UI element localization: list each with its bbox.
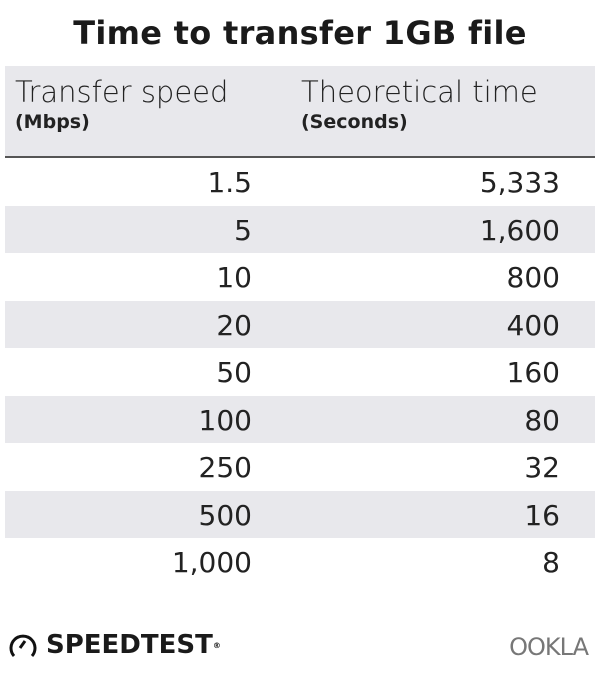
time-cell: 1,600	[479, 213, 560, 247]
time-cell: 160	[506, 356, 560, 389]
table-row: 5 1,600	[5, 205, 595, 253]
ookla-logo: OOKLA	[509, 633, 589, 661]
speedtest-logo: SPEEDTEST ®	[8, 630, 221, 660]
table-row: 500 16	[5, 490, 595, 538]
table-row: 100 80	[5, 395, 595, 443]
time-cell: 16	[524, 498, 560, 532]
speed-cell: 250	[198, 451, 252, 484]
table-row: 20 400	[5, 300, 595, 348]
time-cell: 8	[542, 546, 560, 579]
table-row: 50 160	[5, 348, 595, 396]
time-cell: 80	[524, 403, 560, 437]
speed-cell: 5	[234, 213, 252, 247]
speed-cell: 10	[216, 261, 252, 294]
time-cell: 800	[506, 261, 560, 294]
header-transfer-speed: Transfer speed (Mbps)	[15, 75, 229, 133]
speed-cell: 20	[216, 308, 252, 342]
table-row: 250 32	[5, 443, 595, 491]
speed-cell: 1,000	[171, 546, 252, 579]
table-header: Transfer speed (Mbps) Theoretical time (…	[5, 66, 595, 158]
time-cell: 32	[524, 451, 560, 484]
table-row: 1.5 5,333	[5, 158, 595, 206]
speed-cell: 100	[198, 403, 252, 437]
time-cell: 5,333	[479, 166, 560, 199]
speed-cell: 1.5	[207, 166, 252, 199]
table-row: 1,000 8	[5, 538, 595, 586]
chart-title: Time to transfer 1GB file	[73, 14, 527, 52]
speedometer-icon	[9, 634, 37, 657]
time-cell: 400	[506, 308, 560, 342]
header-theoretical-time: Theoretical time (Seconds)	[301, 75, 538, 133]
transfer-table: Transfer speed (Mbps) Theoretical time (…	[5, 66, 595, 586]
speed-cell: 500	[198, 498, 252, 532]
speed-cell: 50	[216, 356, 252, 389]
table-row: 10 800	[5, 253, 595, 301]
